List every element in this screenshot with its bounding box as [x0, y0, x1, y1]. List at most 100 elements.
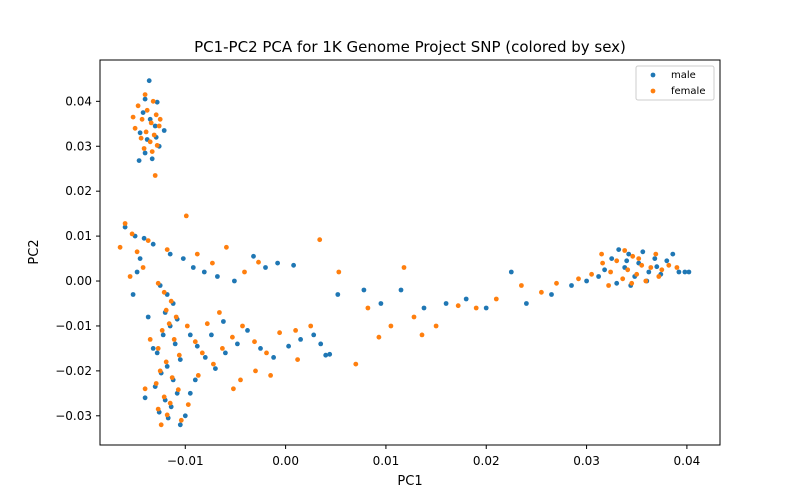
point-female-18	[152, 173, 158, 178]
point-female-81	[539, 289, 544, 295]
point-male-103	[177, 422, 183, 428]
point-male-49	[187, 332, 193, 338]
point-female-85	[600, 260, 605, 266]
point-female-9	[143, 129, 149, 135]
point-female-83	[576, 276, 581, 282]
point-female-78	[473, 305, 479, 311]
point-male-62	[323, 352, 329, 358]
point-female-72	[388, 323, 394, 329]
point-male-1	[142, 96, 148, 102]
point-male-101	[192, 377, 198, 383]
point-male-36	[160, 332, 166, 338]
y-tick-label: −0.03	[55, 409, 92, 423]
point-male-59	[298, 337, 303, 342]
point-male-89	[670, 251, 676, 257]
point-female-32	[127, 274, 133, 279]
point-female-51	[164, 412, 170, 418]
point-female-15	[149, 149, 155, 155]
point-male-6	[137, 130, 143, 136]
point-female-79	[493, 296, 499, 302]
point-female-90	[630, 253, 636, 259]
point-female-67	[231, 386, 236, 392]
point-female-4	[153, 112, 159, 118]
x-tick-label: 0.04	[674, 454, 701, 468]
point-female-17	[130, 114, 136, 120]
point-male-39	[177, 357, 183, 362]
point-female-45	[169, 375, 175, 380]
y-axis-label: PC2	[27, 239, 42, 264]
point-male-56	[258, 346, 263, 351]
point-male-97	[654, 264, 660, 270]
point-female-40	[171, 337, 177, 342]
point-female-101	[629, 280, 635, 286]
point-female-52	[158, 422, 164, 428]
point-male-81	[626, 251, 632, 257]
point-male-10	[149, 156, 155, 162]
point-male-50	[194, 343, 200, 349]
point-male-55	[245, 328, 250, 333]
point-male-75	[569, 283, 574, 288]
point-female-7	[156, 123, 162, 129]
x-tick-label: −0.01	[167, 454, 204, 468]
y-tick-label: −0.02	[55, 364, 92, 378]
point-male-16	[150, 241, 156, 247]
point-female-20	[129, 231, 135, 237]
point-female-59	[240, 323, 245, 329]
point-male-76	[584, 278, 589, 284]
point-female-105	[117, 244, 123, 250]
point-female-27	[242, 269, 247, 275]
point-female-112	[217, 310, 222, 315]
plot-area-frame	[99, 59, 721, 446]
point-female-35	[168, 298, 174, 304]
point-female-55	[199, 350, 205, 356]
point-female-64	[308, 323, 314, 329]
point-female-110	[147, 337, 153, 342]
point-female-97	[666, 262, 672, 268]
point-female-68	[336, 269, 342, 275]
point-female-69	[353, 361, 359, 367]
point-female-11	[138, 135, 144, 141]
point-male-99	[122, 224, 128, 230]
point-male-37	[172, 341, 178, 347]
point-female-63	[293, 328, 298, 333]
y-axis: −0.03 −0.02 −0.01 0.00 0.01 0.02 0.03 0.04	[55, 94, 100, 423]
point-male-104	[142, 395, 148, 401]
point-male-40	[164, 364, 170, 369]
point-female-49	[167, 400, 173, 406]
point-male-85	[646, 269, 652, 275]
point-male-22	[232, 278, 237, 284]
point-female-80	[519, 283, 524, 288]
point-female-77	[455, 303, 461, 309]
point-male-90	[676, 269, 682, 275]
point-female-75	[419, 332, 425, 338]
point-female-22	[164, 247, 170, 253]
point-female-111	[204, 321, 210, 327]
point-female-95	[653, 251, 659, 257]
point-male-70	[463, 296, 469, 302]
point-female-89	[625, 267, 631, 273]
point-male-20	[201, 269, 207, 275]
point-male-58	[286, 343, 291, 349]
point-male-79	[616, 247, 622, 253]
point-male-54	[235, 341, 240, 347]
point-female-30	[134, 249, 140, 255]
legend-marker-male	[650, 72, 656, 78]
point-female-25	[210, 260, 215, 266]
y-tick-label: 0.02	[65, 184, 92, 198]
point-male-107	[209, 332, 214, 338]
point-male-94	[602, 267, 607, 273]
point-male-77	[596, 274, 601, 279]
point-female-10	[151, 132, 157, 138]
point-male-60	[311, 332, 317, 338]
legend: male female	[635, 65, 715, 101]
point-female-60	[252, 339, 257, 345]
point-male-27	[137, 256, 143, 261]
x-axis-label: PC1	[397, 474, 422, 489]
point-female-61	[264, 350, 269, 356]
point-male-38	[154, 350, 160, 356]
legend-label-female: female	[671, 86, 705, 97]
point-female-96	[659, 267, 665, 273]
point-male-69	[443, 301, 449, 306]
point-male-52	[213, 366, 218, 371]
